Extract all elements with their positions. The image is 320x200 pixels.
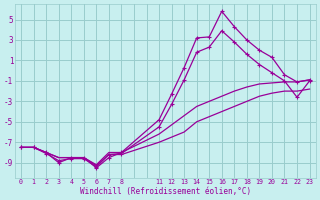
X-axis label: Windchill (Refroidissement éolien,°C): Windchill (Refroidissement éolien,°C) (80, 187, 251, 196)
